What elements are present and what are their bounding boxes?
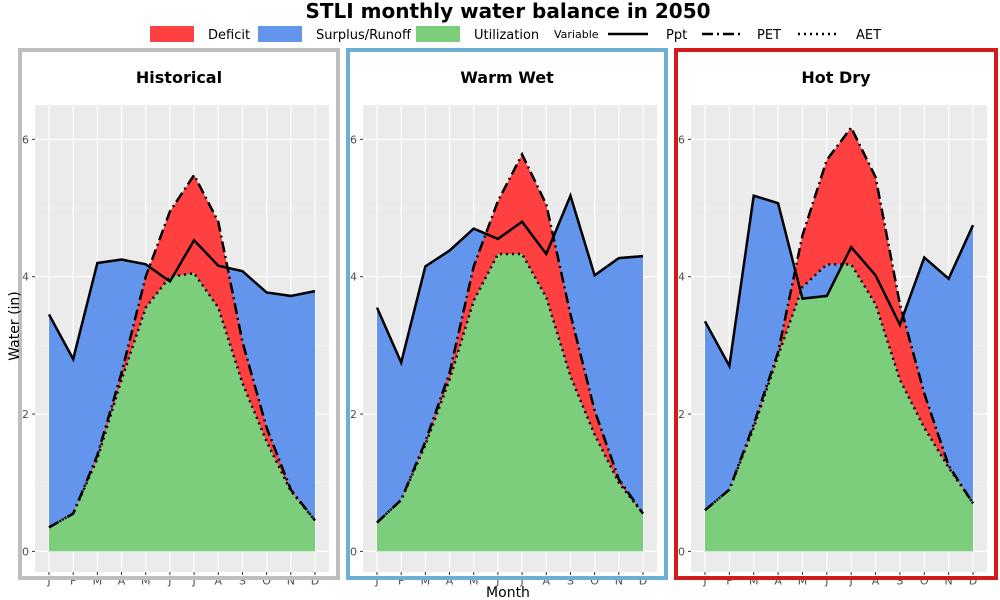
utilization-area bbox=[705, 264, 973, 552]
x-tick-label: J bbox=[519, 575, 523, 588]
legend: Deficit Surplus/Runoff Utilization Variable… bbox=[150, 26, 881, 43]
x-tick-label: D bbox=[639, 575, 647, 588]
deficit-area bbox=[377, 154, 643, 523]
panel-title: Warm Wet bbox=[460, 68, 554, 87]
legend-label-2: Utilization bbox=[474, 28, 539, 43]
y-tick-label: 2 bbox=[22, 408, 29, 421]
y-tick-label: 6 bbox=[22, 133, 29, 146]
x-tick-label: N bbox=[945, 575, 953, 588]
aet-line bbox=[704, 263, 975, 512]
y-tick-label: 4 bbox=[22, 271, 29, 284]
legend-line-label-1: PET bbox=[757, 28, 781, 43]
x-tick-label: D bbox=[969, 575, 977, 588]
x-tick-label: O bbox=[590, 575, 599, 588]
ppt-line bbox=[375, 191, 644, 367]
x-tick-label: N bbox=[287, 575, 295, 588]
panel-frame bbox=[346, 48, 668, 580]
panel-1: 0 2 4 6 J F M A M J J A S O N D Warm Wet bbox=[346, 48, 668, 588]
legend-label-1: Surplus/Runoff bbox=[316, 28, 412, 43]
legend-swatch-2 bbox=[416, 26, 460, 42]
legend-variable-title: Variable bbox=[554, 28, 599, 41]
x-tick-label: F bbox=[70, 575, 76, 588]
y-tick-label: 4 bbox=[350, 271, 357, 284]
x-tick-label: A bbox=[774, 575, 782, 588]
panel-title: Historical bbox=[136, 68, 222, 87]
x-tick-label: N bbox=[615, 575, 623, 588]
y-tick-label: 4 bbox=[678, 271, 685, 284]
x-tick-label: A bbox=[215, 575, 223, 588]
pet-line bbox=[704, 125, 975, 512]
x-tick-label: J bbox=[46, 575, 50, 588]
pet-line bbox=[48, 172, 316, 529]
x-tick-label: J bbox=[191, 575, 195, 588]
x-tick-label: O bbox=[262, 575, 271, 588]
panel-0: 0 2 4 6 J F M A M J J A S O N D Historical bbox=[18, 48, 340, 588]
y-axis-label: Water (in) bbox=[7, 291, 23, 361]
legend-swatch-0 bbox=[150, 26, 194, 42]
x-tick-label: F bbox=[398, 575, 404, 588]
y-tick-label: 0 bbox=[678, 545, 685, 558]
y-tick-label: 2 bbox=[350, 408, 357, 421]
ppt-line bbox=[703, 194, 975, 370]
x-tick-label: A bbox=[543, 575, 551, 588]
panels: 0 2 4 6 J F M A M J J A S O N D Historical 0 2 4 6 J F M A M J J A S O… bbox=[18, 48, 998, 588]
surplus-area bbox=[377, 195, 643, 523]
y-tick-label: 6 bbox=[678, 133, 685, 146]
legend-label-0: Deficit bbox=[208, 28, 250, 43]
x-tick-label: J bbox=[167, 575, 171, 588]
y-tick-label: 2 bbox=[678, 408, 685, 421]
x-tick-label: O bbox=[920, 575, 929, 588]
y-tick-label: 0 bbox=[350, 545, 357, 558]
panel-title: Hot Dry bbox=[801, 68, 871, 87]
x-tick-label: J bbox=[374, 575, 378, 588]
x-tick-label: M bbox=[749, 575, 759, 588]
x-tick-label: A bbox=[872, 575, 880, 588]
x-tick-label: F bbox=[726, 575, 732, 588]
x-tick-label: S bbox=[239, 575, 246, 588]
utilization-area bbox=[377, 254, 643, 552]
x-tick-label: J bbox=[702, 575, 706, 588]
deficit-area bbox=[49, 175, 315, 528]
x-tick-label: S bbox=[567, 575, 574, 588]
x-axis-label: Month bbox=[486, 585, 530, 600]
x-tick-label: M bbox=[93, 575, 103, 588]
x-tick-label: D bbox=[311, 575, 319, 588]
panel-2: 0 2 4 6 J F M A M J J A S O N D Hot Dry bbox=[674, 48, 998, 588]
legend-swatch-1 bbox=[258, 26, 302, 42]
x-tick-label: A bbox=[118, 575, 126, 588]
surplus-area bbox=[49, 240, 315, 528]
surplus-area bbox=[705, 195, 973, 511]
x-tick-label: M bbox=[798, 575, 808, 588]
x-tick-label: M bbox=[421, 575, 431, 588]
x-tick-label: M bbox=[141, 575, 151, 588]
x-tick-label: S bbox=[896, 575, 903, 588]
x-tick-label: J bbox=[824, 575, 828, 588]
legend-line-label-0: Ppt bbox=[666, 28, 687, 43]
x-tick-label: M bbox=[469, 575, 479, 588]
ppt-line bbox=[47, 238, 316, 363]
y-tick-label: 6 bbox=[350, 133, 357, 146]
chart-title: STLI monthly water balance in 2050 bbox=[305, 0, 710, 23]
panel-frame bbox=[674, 48, 998, 580]
utilization-area bbox=[49, 273, 315, 552]
x-tick-label: J bbox=[849, 575, 853, 588]
x-tick-label: J bbox=[495, 575, 499, 588]
legend-line-label-2: AET bbox=[856, 28, 881, 43]
deficit-area bbox=[705, 127, 973, 511]
panel-frame bbox=[18, 48, 340, 580]
x-tick-label: A bbox=[446, 575, 454, 588]
pet-line bbox=[376, 151, 645, 524]
y-tick-label: 0 bbox=[22, 545, 29, 558]
